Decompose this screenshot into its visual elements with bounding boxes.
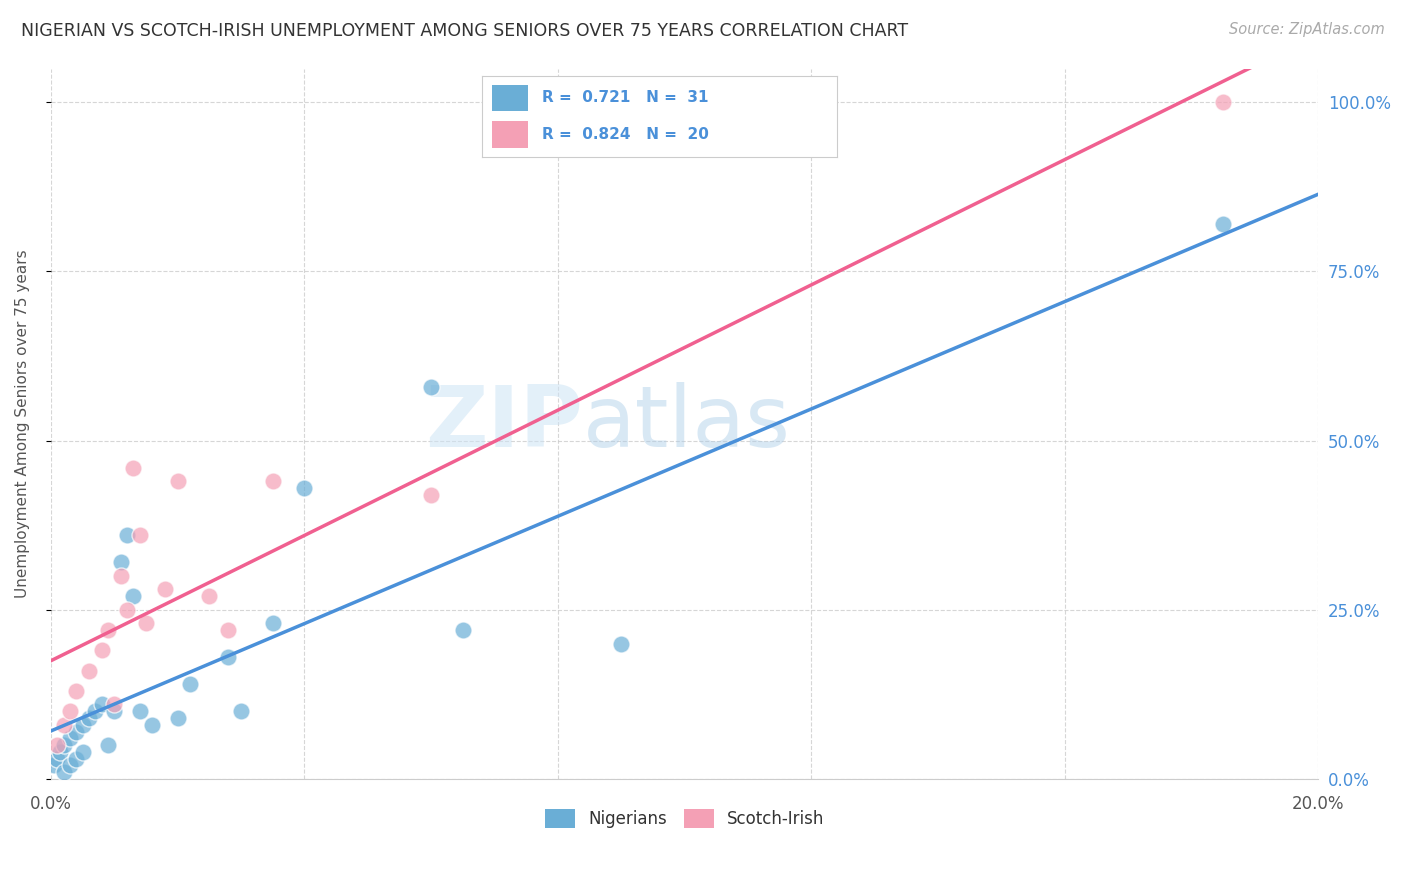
Point bbox=[153, 582, 176, 597]
Point bbox=[90, 643, 112, 657]
Point bbox=[110, 569, 132, 583]
Y-axis label: Unemployment Among Seniors over 75 years: Unemployment Among Seniors over 75 years bbox=[15, 250, 30, 598]
Point bbox=[49, 745, 72, 759]
Point bbox=[42, 758, 65, 772]
Point bbox=[166, 711, 188, 725]
Point bbox=[65, 684, 87, 698]
Point bbox=[128, 528, 150, 542]
Text: atlas: atlas bbox=[583, 382, 792, 466]
Point bbox=[166, 474, 188, 488]
Point bbox=[141, 718, 163, 732]
Point bbox=[1212, 95, 1234, 110]
Point bbox=[72, 718, 94, 732]
Point bbox=[451, 623, 474, 637]
Point bbox=[135, 616, 157, 631]
Point bbox=[115, 603, 138, 617]
Point bbox=[52, 718, 75, 732]
Point bbox=[97, 738, 120, 752]
Point bbox=[77, 711, 100, 725]
Point bbox=[46, 738, 69, 752]
Point bbox=[65, 751, 87, 765]
Point bbox=[292, 481, 315, 495]
Point bbox=[610, 637, 633, 651]
Point bbox=[1212, 217, 1234, 231]
Point bbox=[420, 379, 443, 393]
Point bbox=[65, 724, 87, 739]
Point bbox=[97, 623, 120, 637]
Point bbox=[59, 758, 82, 772]
Point bbox=[179, 677, 201, 691]
Point bbox=[59, 731, 82, 746]
Legend: Nigerians, Scotch-Irish: Nigerians, Scotch-Irish bbox=[538, 802, 831, 835]
Point bbox=[229, 704, 252, 718]
Point bbox=[122, 589, 145, 603]
Point bbox=[217, 650, 239, 665]
Point bbox=[77, 664, 100, 678]
Text: ZIP: ZIP bbox=[426, 382, 583, 466]
Point bbox=[72, 745, 94, 759]
Point bbox=[52, 765, 75, 780]
Point bbox=[262, 474, 284, 488]
Text: Source: ZipAtlas.com: Source: ZipAtlas.com bbox=[1229, 22, 1385, 37]
Point bbox=[90, 698, 112, 712]
Point bbox=[110, 556, 132, 570]
Point bbox=[103, 704, 125, 718]
Point bbox=[122, 460, 145, 475]
Point bbox=[103, 698, 125, 712]
Text: NIGERIAN VS SCOTCH-IRISH UNEMPLOYMENT AMONG SENIORS OVER 75 YEARS CORRELATION CH: NIGERIAN VS SCOTCH-IRISH UNEMPLOYMENT AM… bbox=[21, 22, 908, 40]
Point bbox=[198, 589, 221, 603]
Point bbox=[128, 704, 150, 718]
Point bbox=[59, 704, 82, 718]
Point bbox=[420, 488, 443, 502]
Point bbox=[52, 738, 75, 752]
Point bbox=[84, 704, 107, 718]
Point bbox=[262, 616, 284, 631]
Point bbox=[46, 751, 69, 765]
Point bbox=[115, 528, 138, 542]
Point bbox=[217, 623, 239, 637]
